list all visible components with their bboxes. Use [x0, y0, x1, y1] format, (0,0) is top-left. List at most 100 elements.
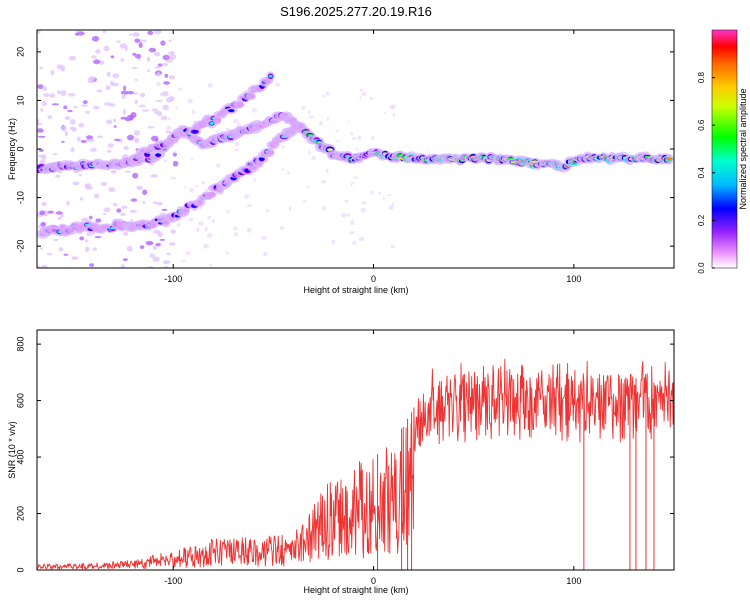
spectrogram-noise-blob — [207, 82, 213, 88]
spectrogram-noise-blob — [79, 236, 85, 241]
spectrogram-xtick-label: -100 — [164, 274, 182, 284]
spectrogram-noise-blob — [149, 253, 155, 258]
spectrogram-noise-blob — [175, 106, 179, 110]
spectrogram-noise-blob — [40, 264, 48, 268]
spectrogram-noise-blob — [150, 174, 158, 178]
spectrogram-noise-blob — [156, 201, 163, 206]
spectrogram-noise-blob — [60, 90, 67, 97]
spectrogram-noise-blob — [162, 91, 169, 97]
spectrogram-noise-blob — [103, 45, 110, 52]
spectrogram-noise-blob — [156, 72, 161, 77]
spectrogram-noise-blob — [96, 135, 103, 138]
spectrogram-noise-blob — [37, 135, 46, 138]
spectrogram-noise-blob — [91, 35, 100, 42]
spectrogram-noise-blob — [341, 212, 347, 218]
spectrogram-noise-blob — [93, 193, 100, 199]
spectrogram-noise-blob — [79, 197, 84, 201]
spectrogram-noise-blob — [225, 251, 229, 255]
spectrogram-noise-blob — [162, 104, 169, 111]
spectrogram-noise-blob — [322, 94, 326, 98]
spectrogram-noise-blob — [320, 180, 327, 184]
spectrogram-noise-blob — [130, 198, 138, 202]
spectrogram-noise-blob — [84, 183, 89, 189]
spectrogram-noise-blob — [122, 258, 128, 262]
spectrogram-noise-blob — [47, 210, 54, 214]
spectrogram-noise-blob — [41, 101, 47, 107]
spectrogram-core — [155, 153, 162, 157]
spectrogram-noise-blob — [214, 130, 219, 133]
spectrogram-core — [666, 157, 673, 161]
spectrogram-noise-blob — [126, 245, 133, 252]
spectrogram-noise-blob — [67, 109, 73, 113]
spectrogram-noise-blob — [119, 43, 127, 49]
spectrogram-noise-blob — [188, 217, 194, 222]
spectrogram-noise-blob — [46, 252, 53, 256]
spectrogram-noise-blob — [361, 201, 367, 205]
spectrogram-noise-blob — [52, 153, 58, 156]
spectrogram-noise-blob — [131, 66, 138, 69]
spectrogram-noise-blob — [352, 181, 355, 185]
spectrogram-noise-blob — [103, 207, 111, 213]
spectrogram-noise-blob — [287, 171, 290, 175]
spectrogram-noise-blob — [61, 125, 67, 132]
spectrogram-noise-blob — [141, 109, 150, 112]
spectrogram-noise-blob — [78, 174, 83, 177]
spectrogram-noise-blob — [63, 253, 69, 256]
spectrogram-noise-blob — [302, 200, 307, 203]
spectrogram-noise-blob — [92, 105, 100, 110]
spectrogram-noise-blob — [234, 231, 239, 237]
spectrogram-noise-blob — [350, 182, 353, 187]
spectrogram-noise-blob — [349, 230, 356, 235]
spectrogram-noise-blob — [41, 202, 47, 207]
spectrogram-noise-blob — [60, 214, 64, 218]
spectrogram-noise-blob — [110, 169, 117, 174]
spectrogram-noise-blob — [120, 90, 129, 95]
spectrogram-noise-blob — [209, 263, 212, 267]
spectrogram-noise-blob — [107, 143, 114, 148]
spectrogram-noise-blob — [393, 104, 396, 109]
spectrogram-blob — [236, 102, 244, 108]
spectrogram-noise-blob — [146, 241, 154, 246]
spectrogram-noise-blob — [134, 78, 138, 82]
spectrogram-noise-blob — [282, 144, 285, 150]
snr-xtick-label: -100 — [164, 576, 182, 586]
spectrogram-noise-blob — [132, 32, 140, 37]
spectrogram-noise-blob — [334, 140, 340, 143]
spectrogram-noise-blob — [352, 241, 357, 245]
spectrogram-noise-blob — [139, 92, 146, 98]
spectrogram-noise-blob — [388, 204, 394, 210]
spectrogram-noise-blob — [325, 91, 330, 96]
spectrogram-noise-blob — [113, 138, 121, 142]
spectrogram-noise-blob — [85, 135, 93, 140]
spectrogram-noise-blob — [370, 135, 375, 140]
spectrogram-noise-blob — [125, 118, 132, 122]
spectrogram-noise-blob — [391, 202, 395, 206]
spectrogram-noise-blob — [37, 118, 40, 124]
spectrogram-noise-blob — [88, 76, 96, 82]
snr-series-line — [37, 358, 674, 570]
spectrogram-noise-blob — [166, 252, 171, 256]
spectrogram-noise-blob — [146, 69, 151, 73]
spectrogram-core — [209, 122, 214, 125]
spectrogram-noise-blob — [352, 176, 359, 179]
spectrogram-noise-blob — [51, 103, 60, 106]
spectrogram-noise-blob — [180, 260, 187, 263]
spectrogram-noise-blob — [349, 220, 355, 225]
spectrogram-ylabel: Frequency (Hz) — [7, 118, 17, 180]
spectrogram-noise-blob — [71, 256, 79, 260]
spectrogram-noise-blob — [63, 105, 68, 110]
spectrogram-noise-blob — [178, 87, 183, 91]
colorbar-ticks: 0.0 0.2 0.4 0.6 0.8 — [697, 71, 715, 274]
spectrogram-noise-blob — [50, 69, 55, 76]
spectrogram-noise-blob — [344, 199, 349, 203]
spectrogram-noise-blob — [37, 30, 41, 34]
colorbar-tick-label: 0.2 — [697, 214, 706, 226]
spectrogram-noise-blob — [155, 82, 162, 87]
spectrogram-noise-blob — [135, 186, 143, 189]
spectrogram-noise-blob — [164, 265, 168, 268]
spectrogram-noise-blob — [234, 141, 240, 147]
spectrogram-noise-blob — [318, 121, 323, 126]
spectrogram-noise-blob — [130, 219, 134, 222]
spectrogram-noise-blob — [168, 242, 176, 246]
